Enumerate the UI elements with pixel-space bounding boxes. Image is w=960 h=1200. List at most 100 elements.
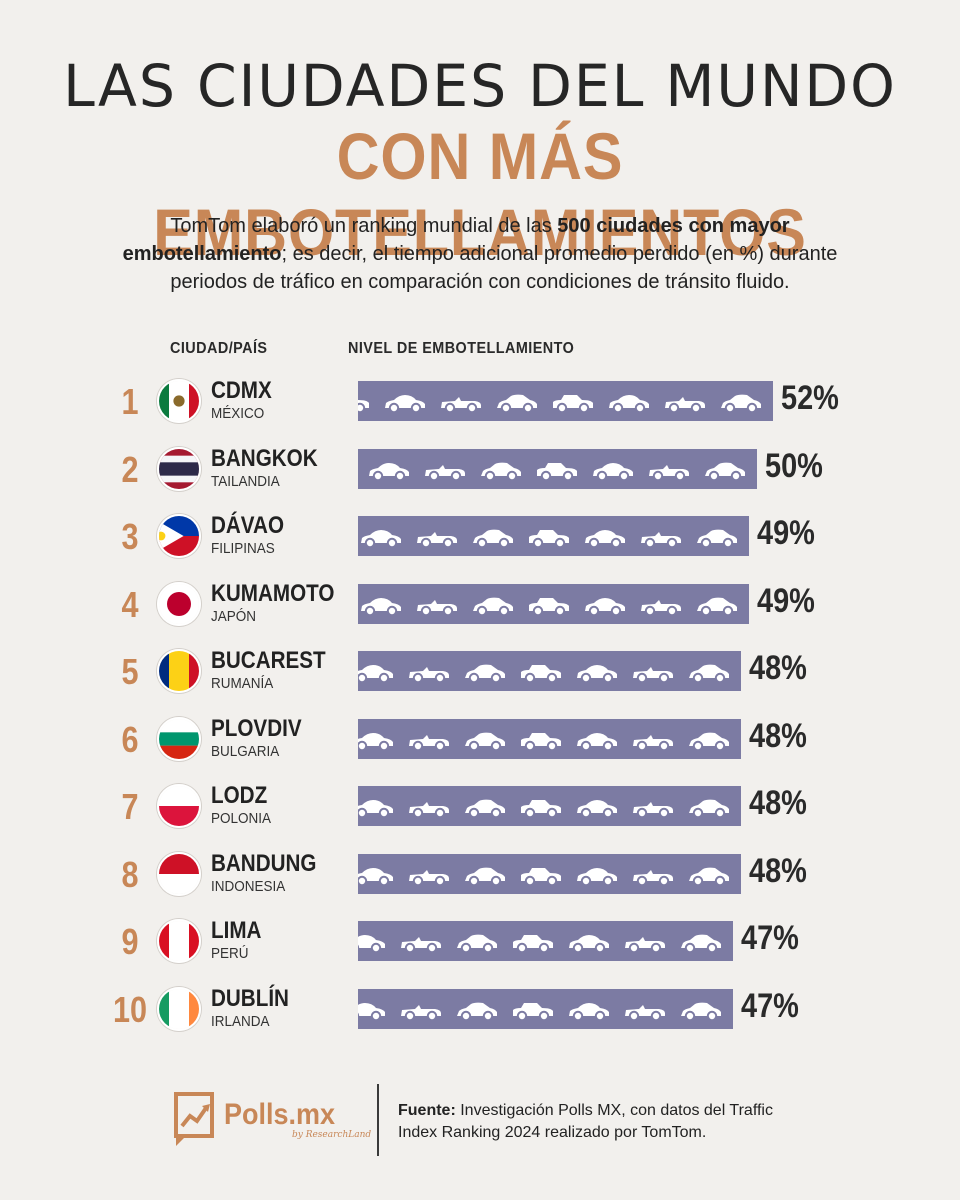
city-label: BUCAREST bbox=[211, 647, 326, 674]
indonesia-flag-icon bbox=[157, 851, 201, 896]
city-label: PLOVDIV bbox=[211, 714, 302, 742]
car-icon bbox=[721, 394, 761, 414]
car-icon bbox=[553, 395, 593, 414]
bar bbox=[358, 651, 741, 691]
car-icon bbox=[358, 665, 393, 684]
car-icon bbox=[633, 734, 673, 751]
bar bbox=[358, 988, 733, 1029]
value-label: 47% bbox=[741, 986, 799, 1025]
car-row-graphic bbox=[361, 597, 737, 616]
car-icon bbox=[521, 867, 561, 886]
value-label: 48% bbox=[749, 716, 807, 755]
footer-divider bbox=[377, 1084, 379, 1156]
city-label: LIMA bbox=[211, 917, 262, 944]
car-icon bbox=[369, 462, 409, 481]
chart-row: 2 BANGKOK TAILANDIA 50% bbox=[0, 445, 960, 495]
car-icon bbox=[521, 732, 561, 751]
chart-row: 7 LODZ POLONIA 48% bbox=[0, 782, 960, 832]
bar bbox=[358, 718, 741, 759]
car-icon bbox=[465, 867, 505, 886]
rank-number: 8 bbox=[121, 853, 139, 895]
source-note: Fuente: Investigación Polls MX, con dato… bbox=[398, 1100, 798, 1144]
country-label: TAILANDIA bbox=[211, 472, 280, 490]
rank-number: 1 bbox=[121, 381, 139, 422]
bar bbox=[358, 583, 749, 624]
car-icon bbox=[577, 800, 617, 819]
poland-flag-icon bbox=[157, 784, 201, 828]
car-icon bbox=[409, 802, 449, 819]
city-label: DÁVAO bbox=[211, 512, 285, 539]
car-row-graphic bbox=[358, 934, 721, 954]
logo-text: Polls.mx bbox=[224, 1098, 336, 1131]
car-icon bbox=[401, 937, 441, 954]
car-icon bbox=[625, 1004, 665, 1021]
car-icon bbox=[358, 867, 393, 886]
value-label: 47% bbox=[741, 919, 799, 957]
city-label: DUBLÍN bbox=[211, 984, 289, 1012]
country-label: RUMANÍA bbox=[211, 675, 274, 692]
title-line-1: LAS CIUDADES DEL MUNDO bbox=[63, 52, 897, 120]
intro-part-2: ; es decir, el tiempo adicional promedio… bbox=[170, 243, 838, 293]
car-icon bbox=[358, 1002, 385, 1021]
car-icon bbox=[409, 869, 449, 886]
rank-number: 5 bbox=[121, 651, 139, 692]
bar bbox=[358, 853, 741, 894]
car-row-graphic bbox=[358, 867, 729, 886]
rank-number: 6 bbox=[121, 718, 139, 760]
chart-row: 8 BANDUNG INDONESIA 48% bbox=[0, 850, 960, 900]
city-label: BANDUNG bbox=[211, 849, 317, 877]
value-label: 50% bbox=[765, 446, 823, 485]
country-label: FILIPINAS bbox=[211, 540, 275, 557]
car-icon bbox=[633, 869, 673, 886]
car-icon bbox=[361, 597, 401, 616]
country-label: JAPÓN bbox=[211, 607, 257, 625]
car-icon bbox=[705, 462, 745, 481]
romania-flag-icon bbox=[157, 649, 201, 693]
car-icon bbox=[577, 867, 617, 886]
source-text: Investigación Polls MX, con datos del Tr… bbox=[398, 1102, 773, 1141]
bar bbox=[358, 381, 773, 421]
peru-flag-icon bbox=[157, 919, 201, 963]
chart-row: 6 PLOVDIV BULGARIA 48% bbox=[0, 715, 960, 765]
car-icon bbox=[358, 800, 393, 819]
car-icon bbox=[417, 532, 457, 549]
car-icon bbox=[633, 802, 673, 819]
column-header-level: NIVEL DE EMBOTELLAMIENTO bbox=[348, 340, 575, 357]
chart-row: 9 LIMA PERÚ 47% bbox=[0, 917, 960, 967]
car-icon bbox=[473, 529, 513, 549]
car-icon bbox=[481, 462, 521, 481]
country-label: PERÚ bbox=[211, 945, 249, 962]
city-label: KUMAMOTO bbox=[211, 579, 335, 607]
car-icon bbox=[537, 462, 577, 481]
bar bbox=[358, 448, 757, 489]
polls-logo: Polls.mx by ResearchLand bbox=[172, 1088, 372, 1152]
city-label: LODZ bbox=[211, 782, 268, 809]
car-icon bbox=[697, 529, 737, 549]
car-icon bbox=[457, 1002, 497, 1021]
car-icon bbox=[569, 935, 609, 954]
car-icon bbox=[401, 1004, 441, 1021]
car-icon bbox=[625, 937, 665, 954]
value-label: 49% bbox=[757, 581, 815, 620]
car-icon bbox=[358, 400, 369, 414]
car-icon bbox=[385, 395, 425, 414]
rank-number: 2 bbox=[121, 448, 139, 490]
chart-row: 10 DUBLÍN IRLANDA 47% bbox=[0, 985, 960, 1035]
country-label: POLONIA bbox=[211, 810, 272, 827]
intro-part-1: TomTom elaboró un ranking mundial de las bbox=[170, 215, 558, 237]
car-icon bbox=[593, 462, 633, 481]
car-row-graphic bbox=[358, 732, 729, 751]
car-icon bbox=[361, 530, 401, 549]
ireland-flag-icon bbox=[157, 986, 201, 1031]
chart-logo-icon bbox=[174, 1092, 214, 1146]
car-icon bbox=[681, 934, 721, 954]
car-icon bbox=[409, 734, 449, 751]
car-icon bbox=[465, 799, 505, 819]
car-icon bbox=[577, 732, 617, 751]
car-row-graphic bbox=[369, 462, 745, 481]
car-icon bbox=[689, 867, 729, 886]
car-icon bbox=[497, 394, 537, 414]
rank-number: 10 bbox=[112, 988, 148, 1030]
car-icon bbox=[521, 665, 561, 684]
country-label: IRLANDA bbox=[211, 1012, 270, 1030]
